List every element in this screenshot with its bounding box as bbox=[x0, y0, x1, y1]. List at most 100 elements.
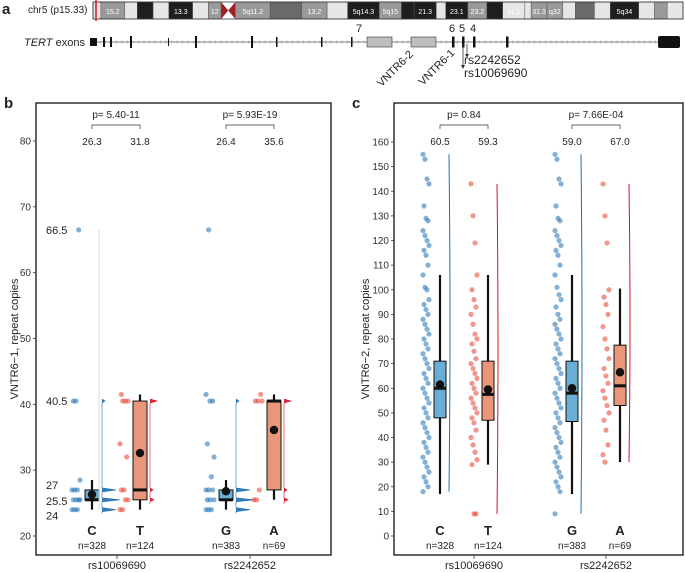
data-point bbox=[420, 272, 426, 278]
data-point bbox=[555, 484, 561, 490]
band-label: 13.2 bbox=[308, 9, 322, 16]
allele-label: A bbox=[269, 523, 279, 538]
data-point bbox=[208, 474, 214, 480]
exon-16 bbox=[90, 38, 97, 46]
y-tick-label: 120 bbox=[372, 236, 389, 247]
y-tick-label: 20 bbox=[378, 482, 390, 493]
mean-marker bbox=[269, 425, 279, 435]
band-label: 5q15 bbox=[383, 9, 399, 16]
y-tick-label: 20 bbox=[20, 532, 32, 543]
data-point bbox=[121, 487, 127, 493]
data-point bbox=[210, 398, 216, 404]
data-point bbox=[472, 331, 478, 337]
y-tick-label: 100 bbox=[372, 285, 389, 296]
data-point bbox=[468, 361, 474, 367]
data-point bbox=[203, 391, 209, 398]
mean-label: 67.0 bbox=[610, 137, 630, 148]
data-point bbox=[558, 474, 564, 480]
data-point bbox=[426, 242, 432, 249]
data-point bbox=[424, 361, 430, 367]
highlight-value: 25.5 bbox=[46, 496, 67, 508]
data-point bbox=[474, 375, 480, 381]
data-point bbox=[557, 316, 563, 322]
data-point bbox=[420, 385, 426, 391]
data-point bbox=[422, 390, 428, 396]
data-point bbox=[423, 341, 429, 347]
data-point bbox=[553, 203, 559, 209]
data-point bbox=[424, 395, 430, 401]
data-point bbox=[120, 507, 126, 513]
allele-label: C bbox=[87, 523, 97, 538]
data-point bbox=[471, 420, 477, 426]
data-point bbox=[474, 457, 480, 463]
y-tick-label: 40 bbox=[20, 400, 32, 411]
data-point bbox=[555, 346, 561, 352]
exon bbox=[276, 37, 278, 47]
data-point bbox=[425, 449, 431, 455]
data-point bbox=[552, 356, 558, 362]
data-point bbox=[554, 361, 560, 367]
data-point bbox=[423, 306, 429, 313]
data-point bbox=[553, 247, 559, 253]
exon bbox=[168, 38, 169, 46]
data-point bbox=[470, 213, 476, 219]
data-point bbox=[469, 380, 475, 386]
sample-count: n=69 bbox=[609, 541, 632, 552]
band-label: 15.2 bbox=[106, 9, 120, 16]
p-value-bracket bbox=[571, 124, 621, 129]
allele-label: G bbox=[221, 523, 231, 538]
mean-marker bbox=[87, 490, 97, 499]
y-axis-label: VNTR6−2, repeat copies bbox=[360, 278, 372, 399]
density-curve bbox=[283, 398, 293, 504]
data-point bbox=[473, 427, 479, 433]
data-point bbox=[601, 294, 607, 300]
data-point bbox=[423, 410, 429, 416]
chromosome-band bbox=[562, 1, 576, 20]
chromosome-band bbox=[152, 1, 170, 20]
rs10069690-label: rs10069690 bbox=[464, 66, 528, 80]
data-point bbox=[601, 417, 607, 423]
data-point bbox=[558, 181, 564, 187]
data-point bbox=[555, 311, 561, 317]
data-point bbox=[552, 511, 558, 517]
sample-count: n=328 bbox=[426, 541, 455, 552]
rs2242652-label: rs2242652 bbox=[464, 53, 521, 67]
data-point bbox=[472, 405, 478, 411]
allele-label: T bbox=[136, 523, 144, 538]
data-point bbox=[556, 292, 562, 298]
exon bbox=[110, 37, 112, 47]
data-point bbox=[420, 316, 426, 322]
data-point bbox=[601, 365, 607, 372]
p-value-bracket bbox=[91, 124, 141, 129]
y-tick-label: 30 bbox=[20, 466, 32, 477]
sample-count: n=124 bbox=[474, 541, 503, 552]
gene-label-suffix: exons bbox=[53, 37, 86, 49]
data-point bbox=[472, 370, 478, 377]
data-point bbox=[558, 297, 564, 303]
mean-label: 59.3 bbox=[478, 137, 498, 148]
y-tick-label: 50 bbox=[378, 408, 390, 419]
data-point bbox=[422, 156, 428, 162]
exon bbox=[321, 37, 323, 47]
data-point bbox=[606, 356, 612, 362]
band-label: 23.1 bbox=[450, 9, 464, 16]
data-point bbox=[421, 405, 427, 411]
data-point bbox=[423, 444, 429, 450]
band-label: 23.2 bbox=[471, 9, 485, 16]
data-point bbox=[553, 375, 559, 381]
highlight-value: 40.5 bbox=[46, 396, 67, 408]
data-point bbox=[425, 262, 431, 268]
chromosome-ideogram: 15.2 13.3 12 5q11.2 13.2 5q14.3 5q15 21.3 23.1 23… bbox=[92, 0, 684, 21]
data-point bbox=[554, 284, 560, 290]
data-point bbox=[468, 181, 474, 187]
data-point bbox=[424, 287, 430, 293]
gene-label: TERT exons bbox=[24, 37, 85, 49]
data-point bbox=[74, 487, 80, 493]
data-point bbox=[470, 442, 476, 448]
mean-label: 26.4 bbox=[216, 137, 236, 148]
data-point bbox=[76, 497, 82, 503]
data-point bbox=[557, 262, 563, 268]
data-point bbox=[557, 385, 563, 391]
y-tick-label: 50 bbox=[20, 334, 32, 345]
